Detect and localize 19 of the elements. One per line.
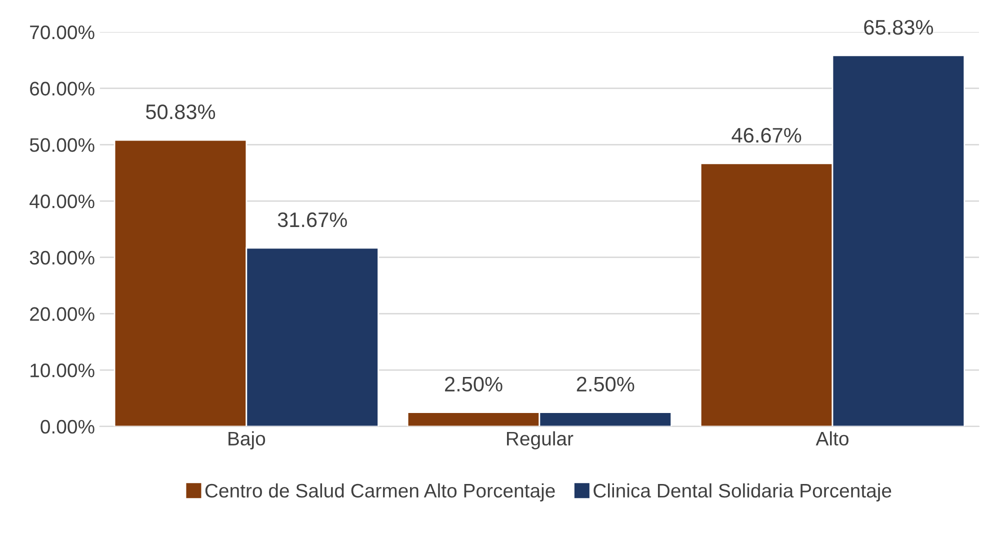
x-tick-label: Bajo xyxy=(228,431,266,450)
legend-label: Centro de Salud Carmen Alto Porcentaje xyxy=(205,483,555,502)
data-label: 46.67% xyxy=(732,128,802,143)
legend-label: Clinica Dental Solidaria Porcentaje xyxy=(594,483,892,502)
data-label: 31.67% xyxy=(278,212,347,228)
data-label: 2.50% xyxy=(445,376,502,392)
y-tick-label: 40.00% xyxy=(30,194,94,208)
y-tick-label: 50.00% xyxy=(30,138,94,152)
y-tick-label: 30.00% xyxy=(30,250,94,265)
x-tick-label: Regular xyxy=(507,431,574,450)
data-label: 2.50% xyxy=(576,376,634,392)
data-label: 50.83% xyxy=(146,104,216,120)
y-tick-label: 70.00% xyxy=(30,25,94,40)
y-tick-label: 20.00% xyxy=(30,307,94,321)
data-label: 65.83% xyxy=(864,20,934,35)
x-tick-label: Alto xyxy=(816,431,848,446)
y-tick-label: 10.00% xyxy=(30,364,94,378)
y-tick-label: 60.00% xyxy=(30,82,94,96)
y-tick-label: 0.00% xyxy=(40,420,94,434)
